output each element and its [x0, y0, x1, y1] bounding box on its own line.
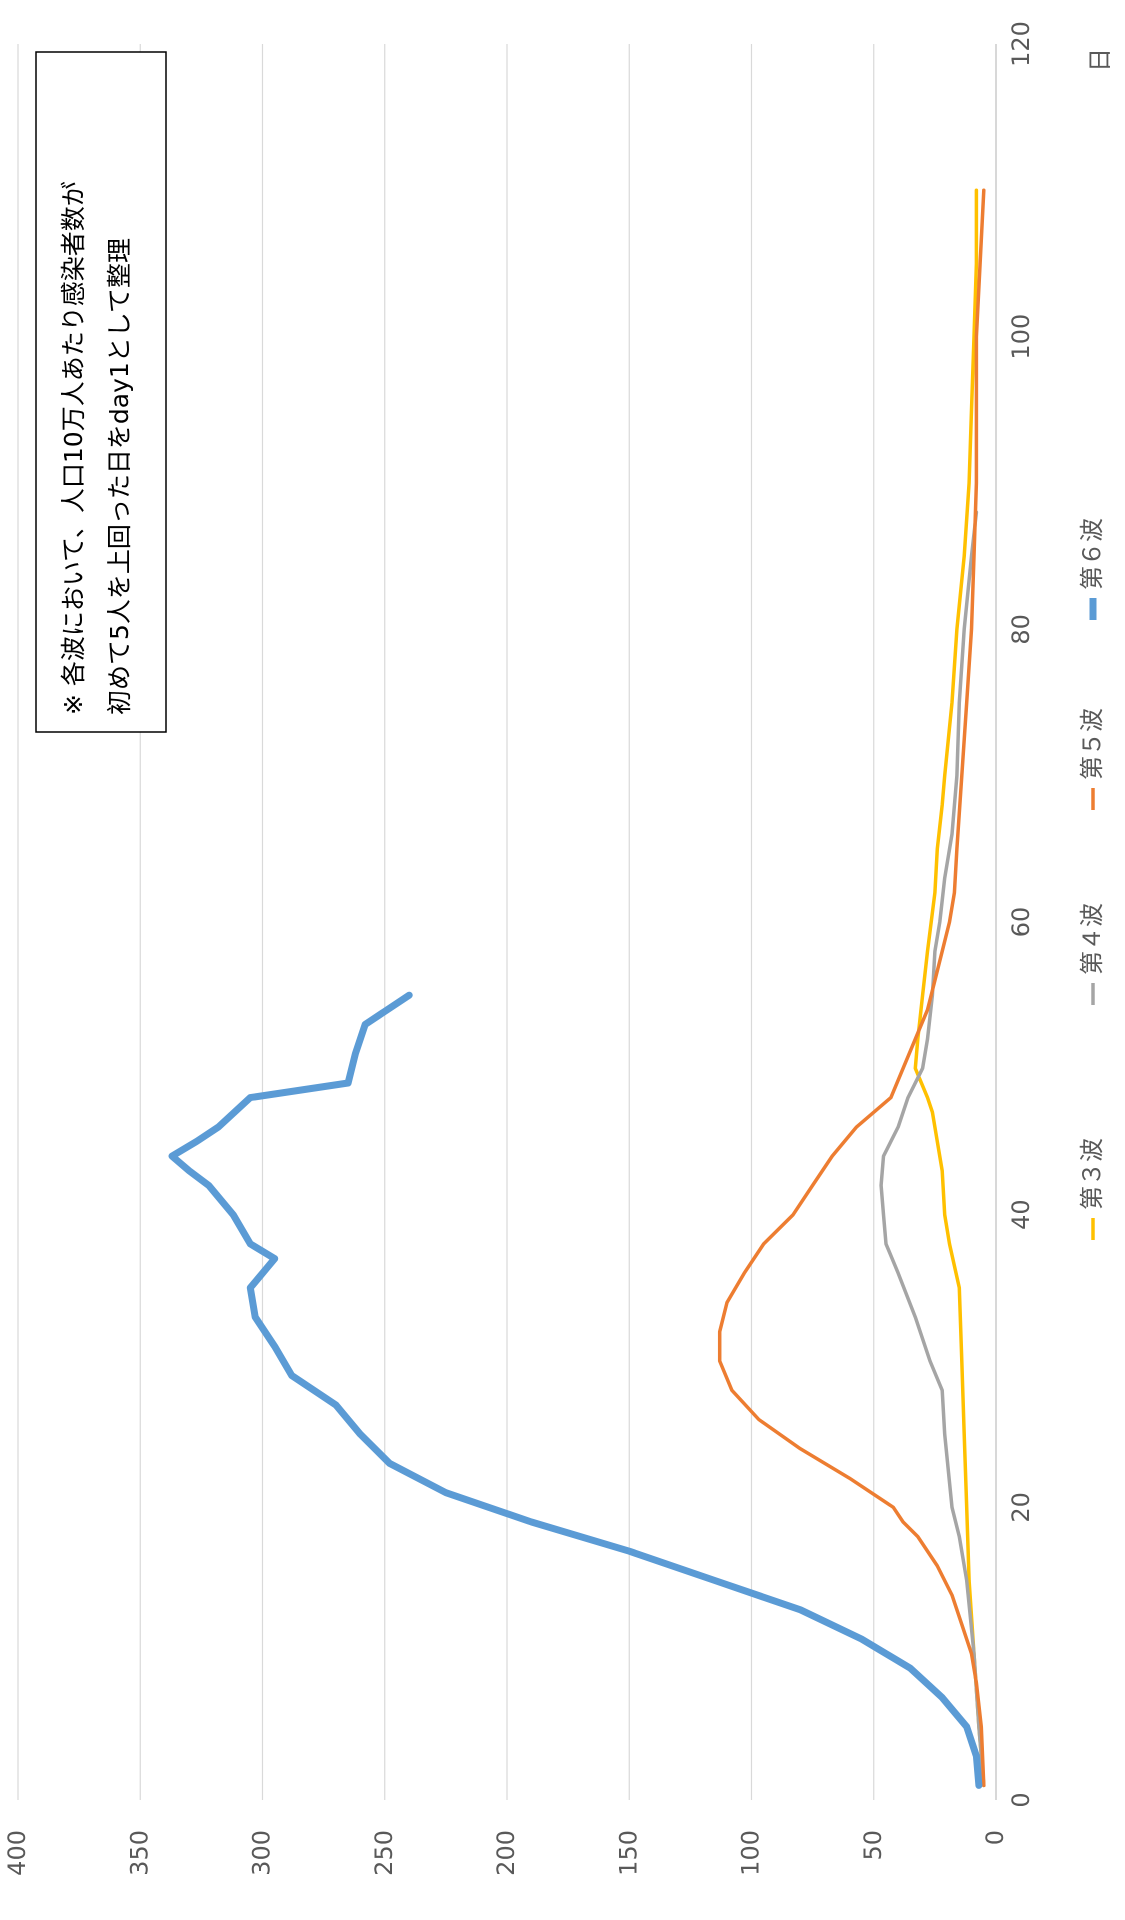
legend-label-2: 第４波 — [1078, 903, 1106, 975]
x-axis-label: 日 — [1086, 48, 1114, 72]
series-lines — [172, 190, 984, 1785]
annotation-box: ※ 各波において、人口10万人あたり感染者数が 初めて5人を上回った日をday1… — [36, 52, 166, 732]
legend: 第３波 第４波 第５波 第６波 — [1078, 518, 1106, 1240]
y-tick-100: 100 — [737, 1830, 765, 1876]
x-tick-120: 120 — [1007, 21, 1035, 67]
x-axis-ticks: 0 20 40 60 80 100 120 — [1007, 21, 1035, 1808]
y-tick-300: 300 — [248, 1830, 276, 1876]
x-tick-80: 80 — [1007, 614, 1035, 645]
x-tick-20: 20 — [1007, 1492, 1035, 1523]
y-tick-0: 0 — [981, 1830, 1009, 1845]
legend-label-3: 第５波 — [1078, 708, 1106, 780]
series-line-4 — [172, 995, 979, 1785]
x-tick-60: 60 — [1007, 907, 1035, 938]
y-tick-150: 150 — [614, 1830, 642, 1876]
annotation-line1: ※ 各波において、人口10万人あたり感染者数が — [59, 181, 88, 715]
x-tick-40: 40 — [1007, 1199, 1035, 1230]
series-line-3 — [720, 190, 984, 1785]
legend-label-4: 第６波 — [1078, 518, 1106, 590]
y-tick-350: 350 — [125, 1830, 153, 1876]
y-axis-ticks: 0 50 100 150 200 250 300 350 400 — [3, 1830, 1009, 1876]
y-tick-250: 250 — [370, 1830, 398, 1876]
y-tick-50: 50 — [859, 1830, 887, 1861]
y-tick-400: 400 — [3, 1830, 31, 1876]
y-tick-200: 200 — [492, 1830, 520, 1876]
legend-label-1: 第３波 — [1078, 1138, 1106, 1210]
x-tick-100: 100 — [1007, 314, 1035, 360]
x-tick-0: 0 — [1007, 1792, 1035, 1807]
annotation-line2: 初めて5人を上回った日をday1として整理 — [105, 238, 134, 715]
